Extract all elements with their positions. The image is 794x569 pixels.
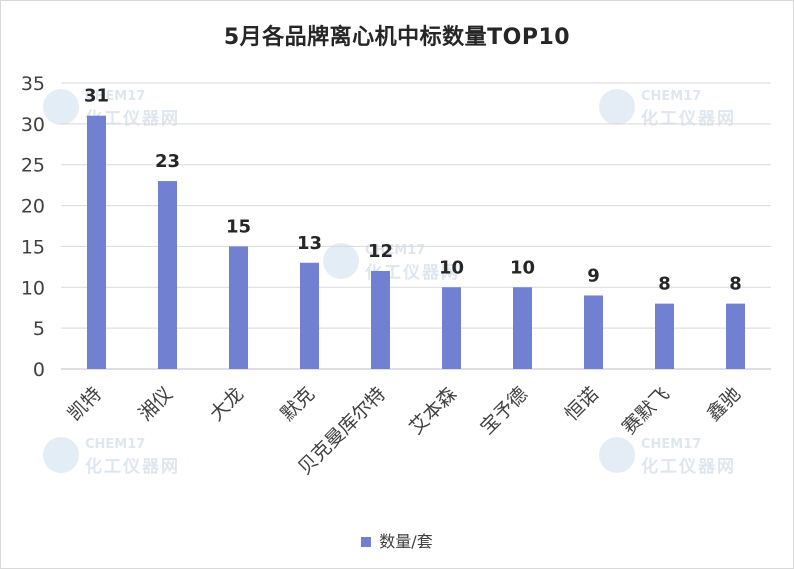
bar	[87, 115, 106, 369]
y-tick-label: 20	[21, 196, 45, 218]
data-label: 15	[226, 216, 251, 237]
data-label: 10	[439, 257, 464, 278]
legend-swatch	[361, 536, 372, 547]
y-tick-label: 0	[33, 359, 45, 381]
y-tick-label: 10	[21, 277, 45, 299]
x-tick-label: 宝予德	[476, 383, 532, 439]
bar	[300, 262, 319, 369]
x-tick-label: 鑫驰	[703, 383, 745, 425]
y-tick-label: 35	[21, 73, 45, 95]
watermark-line1: CHEM17	[641, 437, 702, 452]
data-label: 9	[587, 265, 600, 286]
bar	[513, 287, 532, 369]
x-tick-label: 凯特	[64, 383, 106, 425]
x-tick-label: 大龙	[206, 383, 248, 425]
data-label: 8	[729, 274, 742, 295]
data-label: 31	[84, 86, 109, 107]
watermark-line2: 化工仪器网	[641, 457, 736, 477]
watermark-line2: 化工仪器网	[85, 457, 180, 477]
data-label: 10	[510, 257, 535, 278]
data-label: 8	[658, 274, 671, 295]
watermark-logo-icon	[43, 89, 79, 125]
bar	[371, 270, 390, 369]
watermark-logo-icon	[323, 243, 359, 279]
y-tick-label: 5	[33, 318, 45, 340]
watermark-line1: CHEM17	[85, 437, 146, 452]
bar	[229, 246, 248, 369]
x-tick-label: 恒诺	[561, 383, 603, 425]
x-tick-label: 赛默飞	[618, 383, 674, 439]
x-tick-label: 艾本森	[405, 383, 461, 439]
x-tick-label: 默克	[277, 383, 319, 425]
data-label: 12	[368, 241, 393, 262]
y-tick-label: 25	[21, 155, 45, 177]
bar	[726, 303, 745, 369]
bar	[158, 181, 177, 369]
watermark-line1: CHEM17	[85, 89, 146, 104]
watermark: CHEM17 化工仪器网	[599, 437, 736, 477]
bar	[442, 287, 461, 369]
bar	[655, 303, 674, 369]
data-label: 23	[155, 151, 180, 172]
watermark-logo-icon	[599, 437, 635, 473]
chart-title: 5月各品牌离心机中标数量TOP10	[223, 25, 571, 50]
watermark: CHEM17 化工仪器网	[43, 437, 180, 477]
x-tick-label: 湘仪	[135, 383, 177, 425]
watermark-logo-icon	[599, 89, 635, 125]
watermark-logo-icon	[43, 437, 79, 473]
y-tick-label: 15	[21, 236, 45, 258]
legend-label: 数量/套	[379, 532, 433, 551]
bar	[584, 295, 603, 369]
data-label: 13	[297, 233, 322, 254]
chart-legend: 数量/套	[1, 528, 793, 552]
y-tick-label: 30	[21, 114, 45, 136]
watermark-line1: CHEM17	[641, 89, 702, 104]
